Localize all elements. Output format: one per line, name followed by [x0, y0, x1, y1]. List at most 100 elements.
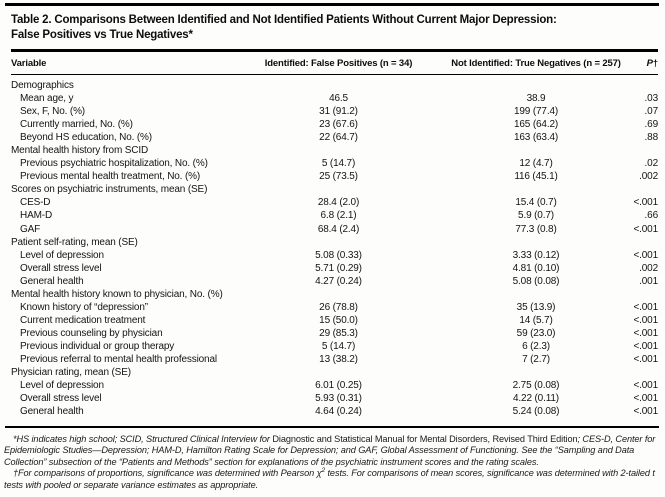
footnote1-italic2: ; CES-D, Center for Epidemiologic Studie…: [4, 433, 656, 467]
p-value-cell: [631, 183, 658, 196]
not-identified-cell: 6 (2.3): [522, 340, 550, 352]
table-row: HAM-D 6.8 (2.1) 5.9 (0.7) .66: [11, 209, 658, 222]
not-identified-cell: 4.22 (0.11): [513, 393, 559, 405]
variable-cell: Scores on psychiatric instruments, mean …: [11, 184, 208, 196]
variable-cell: Overall stress level: [20, 393, 102, 405]
header-row: Variable Identified: False Positives (n …: [11, 52, 658, 75]
not-identified-cell: 35 (13.9): [516, 301, 556, 313]
p-value-cell: <.001: [633, 406, 658, 418]
not-identified-cell: 5.24 (0.08): [512, 406, 560, 418]
p-value-cell: <.001: [633, 393, 658, 405]
not-identified-cell: 59 (23.0): [516, 327, 556, 339]
variable-cell: Beyond HS education, No. (%): [20, 132, 152, 144]
p-value-cell: <.001: [633, 301, 658, 313]
section-row: Mental health history known to physician…: [11, 288, 658, 301]
identified-cell: [236, 183, 441, 196]
variable-cell: Physician rating, mean (SE): [11, 367, 131, 379]
identified-cell: 5.08 (0.33): [315, 249, 362, 261]
identified-cell: 13 (38.2): [319, 353, 358, 365]
footnote2-part1: †For comparisons of proportions, signifi…: [13, 468, 322, 479]
not-identified-cell: 5.08 (0.08): [512, 275, 560, 287]
variable-cell: GAF: [20, 223, 41, 235]
p-value-cell: <.001: [633, 353, 658, 365]
footnote-abbreviations: *HS indicates high school; SCID, Structu…: [4, 434, 660, 469]
identified-cell: [236, 288, 441, 301]
variable-cell: General health: [20, 406, 84, 418]
identified-cell: 25 (73.5): [319, 171, 358, 183]
p-value-cell: <.001: [633, 197, 658, 209]
table-row: Overall stress level 5.71 (0.29) 4.81 (0.1…: [11, 262, 658, 275]
table-row: Previous mental health treatment, No. (%…: [11, 170, 658, 183]
not-identified-cell: [441, 183, 631, 196]
p-value-cell: .02: [644, 158, 659, 170]
p-value-cell: .69: [644, 119, 659, 131]
table-row: Previous referral to mental health profe…: [11, 353, 658, 366]
variable-cell: Current medication treatment: [20, 314, 146, 326]
identified-cell: 5 (14.7): [321, 340, 356, 352]
table-row: Current medication treatment 15 (50.0) 14 …: [11, 314, 658, 327]
identified-cell: 68.4 (2.4): [317, 223, 360, 235]
table-row: GAF 68.4 (2.4) 77.3 (0.8) <.001: [11, 223, 658, 236]
footnote1-roman: Diagnostic and Statistical Manual for Me…: [272, 433, 578, 444]
column-header-p-value: P†: [631, 52, 658, 75]
column-header-variable: Variable: [11, 52, 236, 75]
table-row: Overall stress level 5.93 (0.31) 4.22 (0.1…: [11, 392, 658, 405]
identified-cell: [236, 144, 441, 157]
section-row: Demographics: [11, 75, 658, 93]
p-value-cell: .002: [639, 171, 658, 183]
table-row: Previous individual or group therapy 5 (1…: [11, 340, 658, 353]
not-identified-cell: [441, 144, 631, 157]
p-value-cell: <.001: [633, 223, 658, 235]
not-identified-cell: 7 (2.7): [522, 353, 550, 365]
not-identified-cell: 12 (4.7): [519, 158, 553, 170]
variable-cell: Previous referral to mental health profe…: [20, 353, 217, 365]
identified-cell: 6.8 (2.1): [320, 210, 357, 222]
not-identified-cell: 77.3 (0.8): [515, 223, 557, 235]
table-row: Currently married, No. (%) 23 (67.6) 165 (…: [11, 118, 658, 131]
p-value-cell: <.001: [633, 327, 658, 339]
not-identified-cell: 4.81 (0.10): [512, 262, 560, 274]
chi-squared-exponent: 2: [321, 467, 326, 475]
table-row: Previous counseling by physician 29 (85.3…: [11, 327, 658, 340]
identified-cell: 4.64 (0.24): [315, 406, 362, 418]
not-identified-cell: [441, 75, 631, 93]
dagger-symbol: †: [652, 58, 658, 69]
not-identified-cell: 165 (64.2): [513, 119, 559, 131]
table-row: CES-D 28.4 (2.0) 15.4 (0.7) <.001: [11, 196, 658, 209]
identified-cell: 23 (67.6): [319, 119, 358, 131]
not-identified-cell: 3.33 (0.12): [512, 249, 560, 261]
p-value-cell: .002: [639, 262, 658, 274]
variable-cell: General health: [20, 275, 84, 287]
p-value-cell: <.001: [633, 380, 658, 392]
p-value-cell: <.001: [633, 340, 658, 352]
section-row: Patient self-rating, mean (SE): [11, 236, 658, 249]
not-identified-cell: [441, 288, 631, 301]
top-rule: [5, 3, 659, 6]
not-identified-cell: [441, 236, 631, 249]
table-row: Beyond HS education, No. (%) 22 (64.7) 163…: [11, 131, 658, 144]
not-identified-cell: [441, 366, 631, 379]
identified-cell: 5.71 (0.29): [315, 262, 362, 274]
footnotes: *HS indicates high school; SCID, Structu…: [4, 434, 660, 492]
variable-cell: Demographics: [11, 80, 74, 91]
identified-cell: [236, 236, 441, 249]
table-row: Level of depression 5.08 (0.33) 3.33 (0.12…: [11, 249, 658, 262]
table-row: Level of depression 6.01 (0.25) 2.75 (0.08…: [11, 379, 658, 392]
variable-cell: Previous psychiatric hospitalization, No…: [20, 158, 208, 170]
not-identified-cell: 2.75 (0.08): [512, 380, 560, 392]
identified-cell: 28.4 (2.0): [317, 197, 360, 209]
variable-cell: Mental health history from SCID: [11, 145, 149, 157]
identified-cell: 26 (78.8): [319, 301, 358, 313]
variable-cell: Patient self-rating, mean (SE): [11, 236, 138, 248]
variable-cell: HAM-D: [20, 210, 53, 222]
variable-cell: CES-D: [20, 197, 51, 209]
column-header-identified: Identified: False Positives (n = 34): [236, 52, 441, 75]
not-identified-cell: 5.9 (0.7): [518, 210, 554, 222]
variable-cell: Previous individual or group therapy: [20, 340, 175, 352]
comparison-table: Variable Identified: False Positives (n …: [11, 52, 658, 418]
variable-cell: Overall stress level: [20, 262, 102, 274]
footnote-separator-rule: [5, 426, 659, 428]
table-header: Variable Identified: False Positives (n …: [11, 52, 658, 75]
p-value-cell: .66: [644, 210, 659, 222]
